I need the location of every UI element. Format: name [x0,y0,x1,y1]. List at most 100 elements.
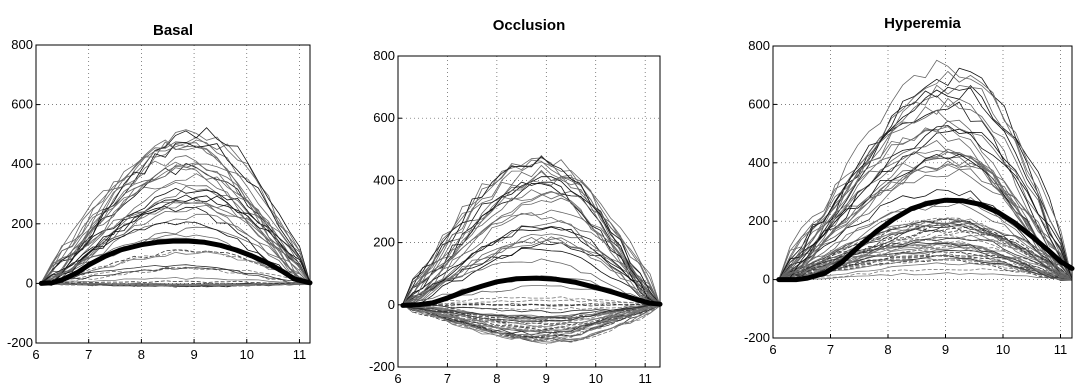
basal-panel: Basal 6 7 8 9 10 11 -200 0 200 400 600 800 [7,22,313,362]
basal-x-tick-label: 6 [32,347,39,362]
hyperemia-trace [778,268,1073,280]
hyperemia-x-tick-label: 9 [942,342,949,357]
occlusion-plot-frame [397,55,661,368]
occlusion-trace [402,242,661,306]
hyperemia-traces [778,59,1073,282]
basal-trace [41,162,311,284]
basal-y-tick-label: -200 [7,335,33,350]
occlusion-trace [402,236,661,307]
basal-trace [41,266,311,285]
occlusion-trace [402,303,661,318]
hyperemia-trace [778,95,1073,280]
occlusion-trace [402,299,661,306]
occlusion-y-ticks: -200 0 200 400 600 800 [369,48,402,374]
hyperemia-x-tick-label: 10 [996,342,1010,357]
occlusion-trace [402,197,661,306]
hyperemia-y-tick-label: 200 [748,213,770,228]
hyperemia-title: Hyperemia [884,15,961,32]
basal-trace [41,237,311,285]
occlusion-x-tick-label: 10 [589,371,603,386]
hyperemia-trace [778,86,1073,280]
occlusion-trace [402,303,661,342]
occlusion-trace [402,212,661,306]
basal-trace [41,251,311,285]
occlusion-panel: Occlusion 6 7 8 9 10 11 -200 0 200 400 600 800 [369,17,663,386]
basal-trace [40,155,311,284]
occlusion-trace [402,157,661,306]
basal-y-tick-label: 600 [11,97,33,112]
occlusion-trace [402,161,661,306]
hyperemia-trace [778,262,1073,282]
basal-trace [41,249,311,285]
occlusion-trace [402,175,661,306]
occlusion-trace [402,171,661,306]
hyperemia-trace [778,219,1073,281]
basal-trace [40,142,311,284]
occlusion-y-tick-label: 400 [373,172,395,187]
hyperemia-y-ticks: -200 0 200 400 600 800 [744,38,777,345]
hyperemia-x-ticks: 6 7 8 9 10 11 [769,334,1067,357]
hyperemia-trace [778,197,1073,281]
occlusion-trace [402,233,661,307]
hyperemia-trace [778,59,1073,281]
hyperemia-trace [778,129,1073,281]
occlusion-trace [402,209,661,306]
occlusion-trace [402,304,661,328]
occlusion-trace [402,303,661,339]
hyperemia-trace [778,163,1073,281]
hyperemia-trace [778,70,1073,280]
occlusion-title: Occlusion [493,17,566,34]
occlusion-y-tick-label: 800 [373,48,395,63]
hyperemia-trace [778,272,1073,280]
hyperemia-trace [778,235,1073,280]
basal-trace [41,137,311,285]
basal-mean-line [38,238,313,286]
basal-trace [41,195,311,284]
occlusion-mean-line [400,275,663,308]
basal-trace [40,139,311,284]
occlusion-x-tick-label: 8 [493,371,500,386]
occlusion-y-tick-label: -200 [369,359,395,374]
hyperemia-panel: Hyperemia 6 7 8 9 10 11 -200 0 200 400 600 800 [744,15,1075,357]
hyperemia-mean-line [776,197,1075,283]
hyperemia-y-tick-label: 0 [763,272,770,287]
occlusion-x-tick-label: 9 [543,371,550,386]
hyperemia-trace [778,226,1073,281]
basal-y-tick-label: 800 [11,37,33,52]
occlusion-trace [402,190,661,306]
occlusion-mean-curve [400,275,663,308]
hyperemia-y-tick-label: 800 [748,38,770,53]
basal-trace [41,264,311,285]
occlusion-trace [402,303,661,311]
basal-x-tick-label: 11 [293,347,307,362]
hyperemia-plot-frame [772,45,1073,339]
basal-trace [41,280,311,285]
basal-y-tick-label: 200 [11,216,33,231]
basal-x-tick-label: 10 [240,347,254,362]
basal-title: Basal [153,22,193,39]
hyperemia-mean-curve [776,197,1075,283]
basal-trace [41,276,311,285]
hyperemia-y-tick-label: 600 [748,96,770,111]
basal-trace [41,127,311,285]
hyperemia-x-tick-label: 7 [827,342,834,357]
basal-trace [41,266,311,286]
basal-y-tick-label: 400 [11,156,33,171]
basal-trace [41,187,311,285]
basal-trace [41,181,311,285]
hyperemia-x-tick-label: 11 [1054,342,1068,357]
hyperemia-trace [778,243,1073,281]
basal-trace [41,173,311,286]
occlusion-trace [402,189,661,307]
basal-x-ticks: 6 7 8 9 10 11 [32,339,306,362]
basal-y-ticks: -200 0 200 400 600 800 [7,37,40,350]
occlusion-y-tick-label: 600 [373,110,395,125]
hyperemia-x-tick-label: 8 [884,342,891,357]
basal-x-tick-label: 8 [138,347,145,362]
basal-gridlines [36,45,310,343]
basal-y-tick-label: 0 [26,275,33,290]
occlusion-trace [402,304,661,337]
occlusion-x-tick-label: 6 [394,371,401,386]
hyperemia-trace [778,164,1073,281]
